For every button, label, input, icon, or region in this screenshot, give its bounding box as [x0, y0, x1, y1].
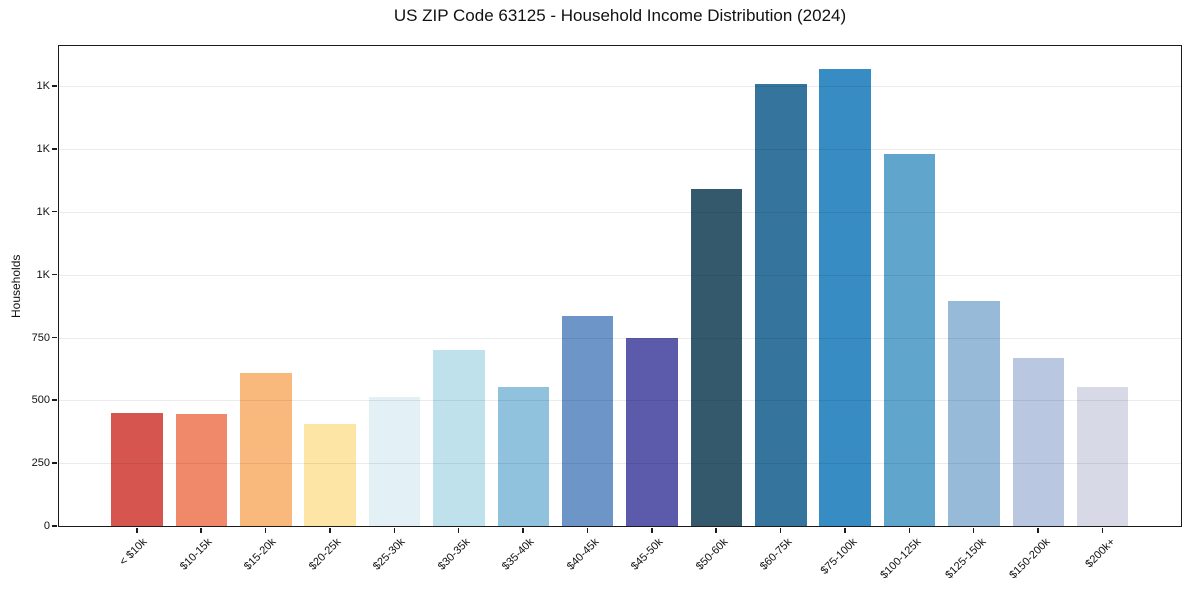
y-tick-mark [52, 399, 57, 401]
gridline-1500 [59, 149, 1181, 151]
y-tick-label: 500 [31, 394, 50, 407]
y-axis-label: Households [9, 254, 23, 318]
x-tick-label-150-200k: $150-200k [1007, 536, 1053, 582]
x-tick-mark [457, 528, 460, 533]
x-tick-mark [1037, 528, 1039, 533]
x-tick-mark [1101, 528, 1104, 533]
bar-200k [1076, 386, 1129, 526]
plot-area: 0 250 500 750 1K 1K 1K 1K [32, 45, 1182, 533]
gridline-1000 [59, 274, 1181, 276]
y-tick-mark [52, 85, 57, 87]
x-tick-label-40-45k: $40-45k [564, 536, 602, 573]
x-tick-label-125-150k: $125-150k [942, 536, 989, 582]
x-tick-label-45-50k: $45-50k [628, 536, 666, 573]
x-tick-mark [844, 528, 846, 533]
y-tick-label: 250 [31, 457, 50, 470]
gridline-1250 [59, 211, 1181, 213]
y-tick-mark [52, 525, 57, 527]
y-tick-mark [52, 148, 57, 150]
x-tick-mark [200, 528, 202, 533]
bar-75-100k [819, 68, 871, 526]
bar-10-15k [175, 414, 228, 526]
x-tick-label-75-100k: $75-100k [818, 536, 860, 577]
y-tick-label: 1K [36, 268, 50, 281]
x-tick-label-30-35k: $30-35k [435, 536, 473, 573]
x-tick-mark [136, 528, 138, 533]
x-tick-mark [908, 528, 911, 533]
bar-50-60k [690, 188, 743, 526]
y-tick-label: 750 [31, 331, 50, 344]
x-tick-mark [264, 528, 267, 533]
x-tick-label-35-40k: $35-40k [500, 536, 537, 573]
bar-150-200k [1012, 358, 1065, 526]
bar-35-40k [497, 386, 550, 526]
bar-125-150k [948, 300, 1000, 526]
x-tick-mark [715, 528, 717, 533]
x-tick-label-60-75k: $60-75k [757, 536, 795, 573]
bar-10k [111, 412, 163, 526]
x-tick-label-10k: < $10k [117, 536, 150, 569]
y-tick-mark [52, 336, 57, 339]
y-tick-label: 1K [36, 205, 50, 218]
x-tick-label-10-15k: $10-15k [177, 536, 215, 573]
y-tick-mark [52, 210, 57, 213]
x-tick-label-50-60k: $50-60k [693, 536, 731, 573]
x-tick-mark [522, 528, 524, 533]
bar-45-50k [626, 337, 678, 526]
bar-25-30k [368, 396, 421, 526]
bar-15-20k [240, 372, 292, 526]
x-tick-label-25-30k: $25-30k [371, 536, 408, 573]
bar-60-75k [755, 83, 807, 526]
gridline-750 [59, 337, 1181, 339]
x-tick-mark [651, 528, 653, 533]
x-tick-mark [972, 528, 975, 533]
x-tick-label-15-20k: $15-20k [242, 536, 279, 573]
bar-30-35k [433, 350, 485, 526]
bar-20-25k [304, 424, 356, 526]
y-tick-mark [52, 462, 57, 464]
x-tick-mark [329, 528, 331, 533]
x-tick-label-200k: $200k+ [1082, 536, 1118, 571]
y-tick-mark [52, 273, 57, 276]
x-tick-mark [393, 528, 396, 533]
gridline-1750 [59, 86, 1181, 88]
gridline-250 [59, 463, 1181, 465]
x-tick-mark [779, 528, 782, 533]
y-tick-label: 0 [43, 520, 50, 532]
y-tick-label: 1K [36, 80, 50, 93]
x-tick-mark [586, 528, 589, 533]
chart-title: US ZIP Code 63125 - Household Income Dis… [393, 6, 847, 25]
x-tick-label-100-125k: $100-125k [878, 536, 924, 582]
bar-100-125k [883, 154, 936, 526]
x-tick-label-20-25k: $20-25k [306, 536, 344, 573]
y-tick-label: 1K [36, 143, 50, 156]
bar-40-45k [561, 316, 614, 526]
gridline-500 [59, 400, 1181, 402]
x-axis-labels: < $10k $10-15k $15-20k $20-25k $25-30k $30-35… [58, 527, 1182, 587]
